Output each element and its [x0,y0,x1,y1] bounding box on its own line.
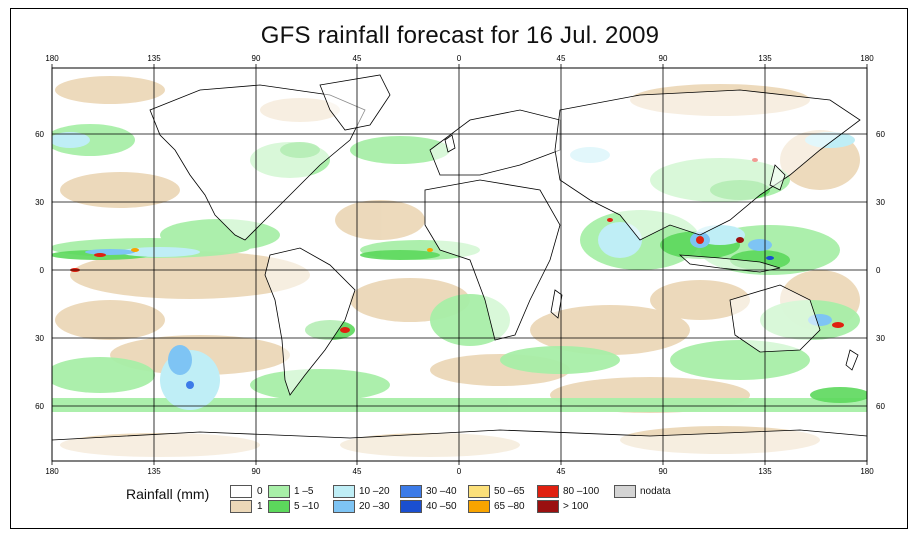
legend-swatch-6 [400,485,422,498]
legend-swatch-2 [268,485,290,498]
lon-labels-top: 180 135 90 45 0 45 90 135 180 [45,54,874,63]
legend-swatch-0 [230,485,252,498]
lon-label: 180 [45,467,59,476]
lon-label: 45 [557,467,566,476]
lon-label: 0 [457,467,462,476]
legend-label-2: 1 –5 [294,486,314,497]
lat-label: 0 [876,266,881,275]
legend-swatch-8 [468,485,490,498]
rain-cells-heavy [70,158,844,389]
lon-label: 180 [860,467,874,476]
lat-label: 60 [35,130,44,139]
lon-label: 135 [147,467,161,476]
legend-label-9: 65 –80 [494,501,525,512]
lat-label: 30 [876,198,885,207]
lon-label: 90 [659,467,668,476]
lon-label: 90 [252,54,261,63]
lon-label: 135 [758,467,772,476]
lon-label: 45 [557,54,566,63]
antarctica-outline [52,429,867,461]
legend-label-3: 5 –10 [294,501,320,512]
legend-swatch-12 [614,485,636,498]
legend-label-0: 0 [257,486,263,497]
north-america-outline [149,84,366,241]
map-title: GFS rainfall forecast for 16 Jul. 2009 [260,22,660,49]
south-america-outline [264,247,356,396]
lon-label: 45 [353,467,362,476]
lat-labels-left: 60 30 0 30 60 [35,130,44,411]
lon-label: 90 [252,467,261,476]
greenland-outline [319,74,391,131]
legend-label-12: nodata [640,486,671,497]
legend-label-7: 40 –50 [426,501,457,512]
lat-label: 60 [876,130,885,139]
lon-label: 135 [758,54,772,63]
map-canvas [52,68,867,461]
legend-label-4: 10 –20 [359,486,390,497]
map-border [51,67,868,462]
lat-label: 60 [876,402,885,411]
legend-label-11: > 100 [563,501,589,512]
legend-swatch-9 [468,500,490,513]
legend-swatch-11 [537,500,559,513]
tick-marks [51,64,868,465]
legend-label-8: 50 –65 [494,486,525,497]
uk-outline [444,134,456,153]
lat-label: 60 [35,402,44,411]
lat-label: 30 [35,198,44,207]
legend-swatch-7 [400,500,422,513]
legend-swatch-4 [333,485,355,498]
legend-label-10: 80 –100 [563,486,600,497]
legend-title: Rainfall (mm) [126,486,210,502]
legend-label-1: 1 [257,501,263,512]
lon-label: 0 [457,54,462,63]
lat-labels-right: 60 30 0 30 60 [876,130,885,411]
lon-label: 90 [659,54,668,63]
legend-swatch-3 [268,500,290,513]
graticule [52,68,867,461]
madagascar-outline [550,289,563,319]
legend-swatch-1 [230,500,252,513]
lat-label: 30 [876,334,885,343]
lat-label: 30 [35,334,44,343]
legend-label-6: 30 –40 [426,486,457,497]
legend-swatch-10 [537,485,559,498]
legend-label-5: 20 –30 [359,501,390,512]
asia-outline [554,89,861,241]
lon-label: 45 [353,54,362,63]
lon-label: 180 [860,54,874,63]
lon-label: 180 [45,54,59,63]
lon-label: 135 [147,54,161,63]
legend-swatch-5 [333,500,355,513]
japan-outline [769,164,786,191]
lon-labels-bottom: 180 135 90 45 0 45 90 135 180 [45,467,874,476]
new-zealand-outline [845,349,859,371]
lat-label: 0 [40,266,45,275]
